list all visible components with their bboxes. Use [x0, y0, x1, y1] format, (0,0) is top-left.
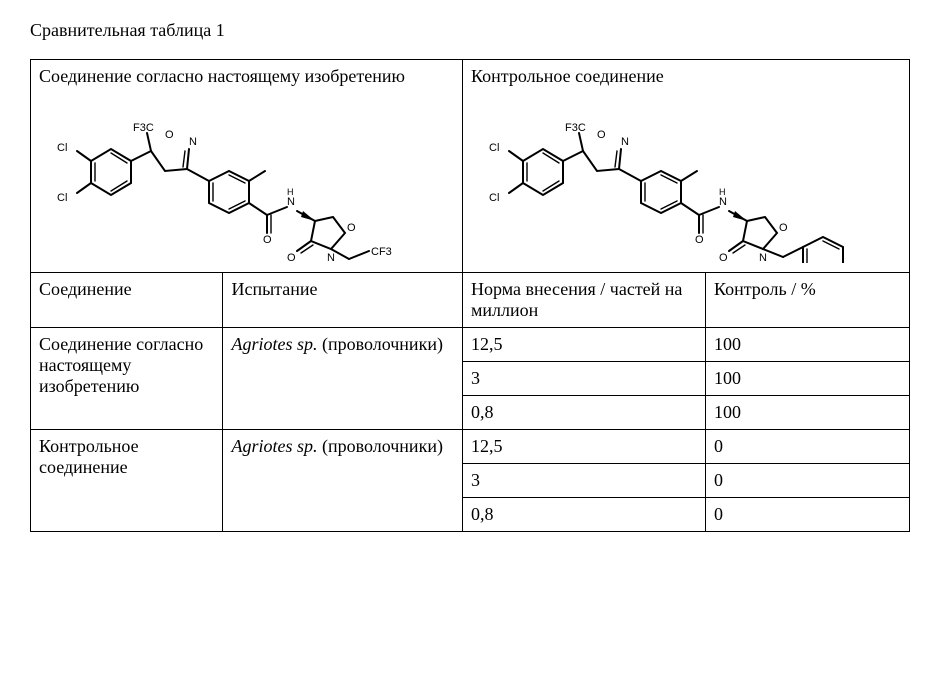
atom-o: O [165, 129, 174, 141]
test-species: Agriotes sp. [231, 436, 317, 456]
atom-h: H [719, 187, 726, 197]
atom-f3c: F3C [565, 122, 586, 134]
cell-control: 100 [705, 396, 909, 430]
cell-control: 0 [705, 498, 909, 532]
atom-o: O [695, 234, 704, 246]
col-control: Контроль / % [705, 273, 909, 328]
atom-n-h: N [719, 196, 727, 208]
cell-rate: 12,5 [462, 430, 705, 464]
atom-n: N [759, 252, 767, 263]
cell-control: 0 [705, 430, 909, 464]
structure-right-label: Контрольное соединение [471, 66, 901, 87]
cell-rate: 0,8 [462, 396, 705, 430]
atom-cl: Cl [57, 192, 67, 204]
atom-cl: Cl [57, 142, 67, 154]
atom-cf3: CF3 [371, 246, 392, 258]
atom-h: H [287, 187, 294, 197]
cell-test-b: Agriotes sp. (проволочники) [223, 430, 463, 532]
atom-f3c: F3C [133, 122, 154, 134]
cell-rate: 3 [462, 362, 705, 396]
structure-right-cell: Контрольное соединение [462, 60, 909, 273]
atom-o: O [779, 222, 788, 234]
structures-row: Соединение согласно настоящему изобретен… [31, 60, 910, 273]
chem-structure-right: Cl Cl F3C O N O N H O N O [471, 93, 901, 263]
atom-cl: Cl [489, 192, 499, 204]
atom-o: O [597, 129, 606, 141]
comparison-table: Соединение согласно настоящему изобретен… [30, 59, 910, 532]
structure-left-label: Соединение согласно настоящему изобретен… [39, 66, 454, 87]
atom-o: O [287, 252, 296, 263]
cell-rate: 12,5 [462, 328, 705, 362]
test-suffix: (проволочники) [317, 334, 442, 354]
table-row: Соединение согласно настоящему изобретен… [31, 328, 910, 362]
atom-n: N [189, 136, 197, 148]
test-species: Agriotes sp. [231, 334, 317, 354]
structure-left-cell: Соединение согласно настоящему изобретен… [31, 60, 463, 273]
atom-n-h: N [287, 196, 295, 208]
cell-rate: 0,8 [462, 498, 705, 532]
atom-o: O [263, 234, 272, 246]
cell-control: 0 [705, 464, 909, 498]
cell-control: 100 [705, 362, 909, 396]
chem-structure-left: Cl Cl F3C O N O N H O N O CF3 [39, 93, 439, 263]
test-suffix: (проволочники) [317, 436, 442, 456]
table-header-row: Соединение Испытание Норма внесения / ча… [31, 273, 910, 328]
col-test: Испытание [223, 273, 463, 328]
cell-test-a: Agriotes sp. (проволочники) [223, 328, 463, 430]
atom-o: O [347, 222, 356, 234]
table-row: Контрольное соединение Agriotes sp. (про… [31, 430, 910, 464]
cell-compound-b: Контрольное соединение [31, 430, 223, 532]
atom-n: N [327, 252, 335, 263]
atom-n: N [621, 136, 629, 148]
atom-o: O [719, 252, 728, 263]
cell-control: 100 [705, 328, 909, 362]
cell-rate: 3 [462, 464, 705, 498]
cell-compound-a: Соединение согласно настоящему изобретен… [31, 328, 223, 430]
col-rate: Норма внесения / частей на миллион [462, 273, 705, 328]
col-compound: Соединение [31, 273, 223, 328]
table-caption: Сравнительная таблица 1 [30, 20, 914, 41]
atom-cl: Cl [489, 142, 499, 154]
